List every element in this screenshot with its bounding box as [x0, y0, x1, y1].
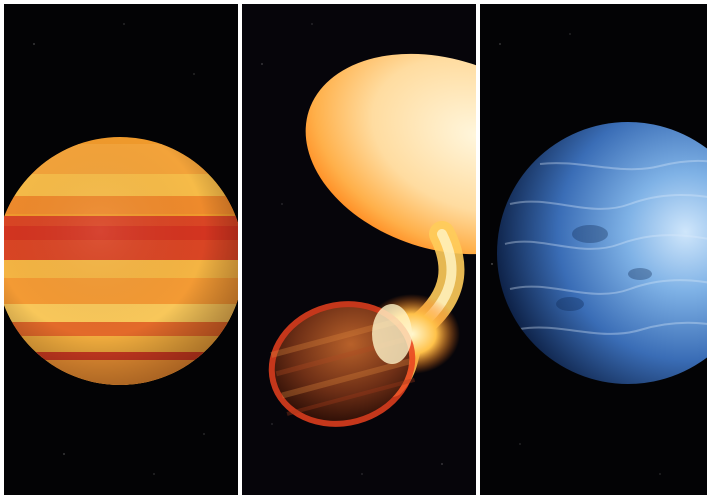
- blue-planet-illustration: [480, 4, 707, 495]
- orange-gas-giant-illustration: [4, 4, 238, 495]
- star-consuming-planet-illustration: [242, 4, 476, 495]
- orange-gas-giant-panel: [4, 4, 238, 495]
- star-and-planet-panel: [242, 4, 476, 495]
- blue-planet-panel: [480, 4, 707, 495]
